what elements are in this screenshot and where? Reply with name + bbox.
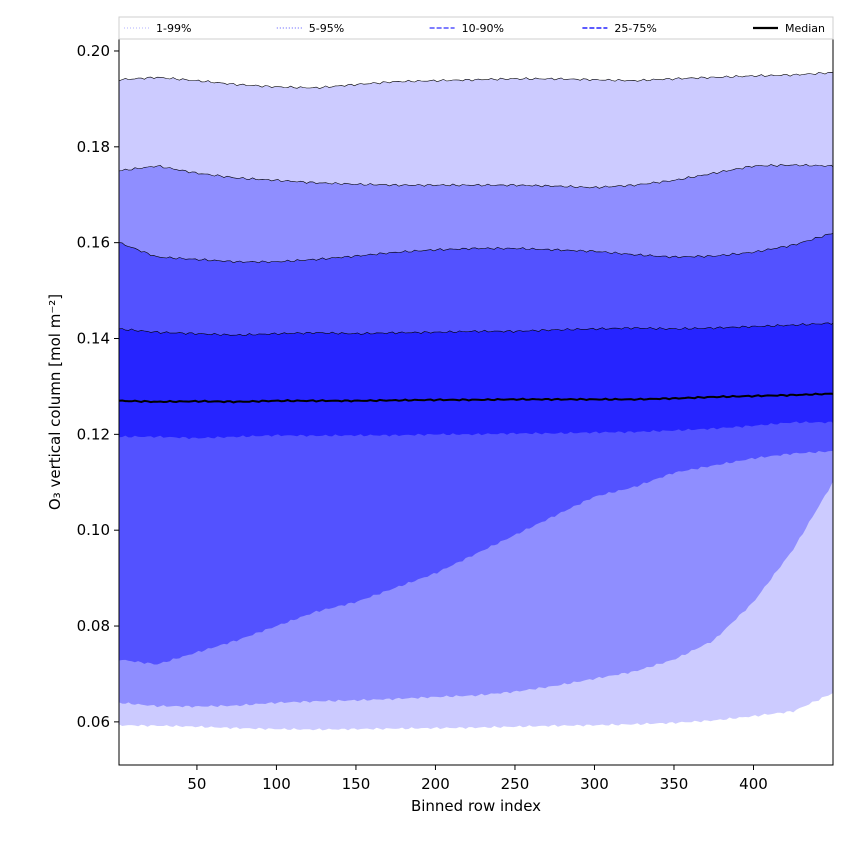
y-tick-label: 0.16 <box>77 234 110 252</box>
x-tick-label: 50 <box>187 775 206 793</box>
x-tick-label: 350 <box>660 775 689 793</box>
legend-label: 1-99% <box>156 22 191 35</box>
band-upper-edge <box>119 71 833 89</box>
x-tick-label: 400 <box>739 775 768 793</box>
y-tick-label: 0.10 <box>77 521 110 539</box>
x-axis-ticks: 50 100 150 200 250 300 350 400 <box>187 765 768 793</box>
median-line <box>119 392 833 404</box>
x-tick-label: 300 <box>580 775 609 793</box>
bands-layer <box>119 71 833 731</box>
legend-item: 25-75% <box>582 22 657 35</box>
legend-item: 10-90% <box>429 22 504 35</box>
legend-label: 25-75% <box>614 22 656 35</box>
x-tick-label: 250 <box>501 775 530 793</box>
band-fill <box>119 322 833 440</box>
y-tick-label: 0.12 <box>77 425 110 443</box>
y-axis-label: O₃ vertical column [mol m⁻²] <box>46 294 64 510</box>
legend-box <box>118 16 834 40</box>
y-tick-label: 0.06 <box>77 713 110 731</box>
y-tick-label: 0.18 <box>77 138 110 156</box>
legend-label: Median <box>785 22 825 35</box>
legend-item: Median <box>753 22 825 35</box>
legend-label: 5-95% <box>309 22 344 35</box>
band-upper-edge <box>119 322 833 336</box>
legend-label: 10-90% <box>462 22 504 35</box>
band-25-75% <box>119 322 833 440</box>
median-layer <box>119 392 833 404</box>
band-upper-edge <box>119 233 833 264</box>
x-tick-label: 100 <box>262 775 291 793</box>
y-axis-ticks: 0.06 0.08 0.10 0.12 0.14 0.16 0.18 0.20 <box>77 42 119 731</box>
legend: 1-99% 5-95% 10-90% 25-75% Median <box>118 16 834 40</box>
x-axis-label: Binned row index <box>411 797 541 815</box>
y-tick-label: 0.20 <box>77 42 110 60</box>
legend-item: 5-95% <box>276 22 344 35</box>
x-tick-label: 150 <box>342 775 371 793</box>
y-tick-label: 0.08 <box>77 617 110 635</box>
y-tick-label: 0.14 <box>77 330 110 348</box>
legend-item: 1-99% <box>124 22 191 35</box>
band-upper-edge <box>119 163 833 189</box>
x-tick-label: 200 <box>421 775 450 793</box>
